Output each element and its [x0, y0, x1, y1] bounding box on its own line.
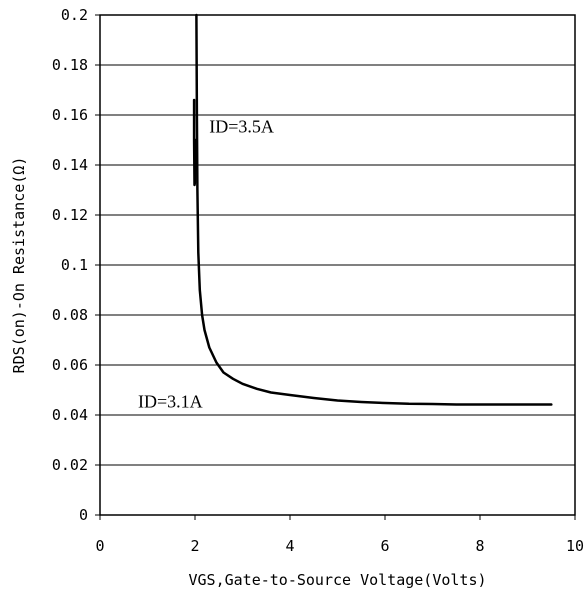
y-tick-label: 0.2: [61, 6, 88, 24]
y-tick-label: 0.16: [52, 106, 88, 124]
axis-ticks: 0 0.02 0.04 0.06 0.08 0.1 0.12 0.14 0.16 0.18 0.2 0…: [52, 6, 584, 555]
y-tick-label: 0.08: [52, 306, 88, 324]
annotation-background: [205, 115, 284, 139]
series-group: [192, 13, 553, 406]
y-tick-label: 0.04: [52, 406, 88, 424]
y-tick-label: 0.18: [52, 56, 88, 74]
x-tick-label: 2: [190, 537, 199, 555]
x-tick-label: 6: [380, 537, 389, 555]
x-tick-label: 4: [285, 537, 294, 555]
x-tick-label: 0: [95, 537, 104, 555]
x-tick-label: 10: [566, 537, 584, 555]
annotation-label: ID=3.1A: [138, 392, 203, 412]
grid-lines: [100, 64, 575, 466]
x-tick-label: 8: [475, 537, 484, 555]
y-tick-label: 0.02: [52, 456, 88, 474]
y-axis-title: RDS(on)-On Resistance(Ω): [10, 157, 28, 374]
y-tick-label: 0: [79, 506, 88, 524]
annotations: ID=3.5A ID=3.1A: [134, 115, 284, 414]
series-line-1: [195, 13, 553, 406]
x-axis-title: VGS,Gate-to-Source Voltage(Volts): [188, 571, 486, 589]
y-tick-label: 0.06: [52, 356, 88, 374]
y-tick-label: 0.12: [52, 206, 88, 224]
annotation-background: [134, 390, 212, 414]
y-tick-label: 0.14: [52, 156, 88, 174]
annotation-label: ID=3.5A: [209, 117, 274, 137]
series-line-2: [192, 98, 197, 187]
y-tick-label: 0.1: [61, 256, 88, 274]
